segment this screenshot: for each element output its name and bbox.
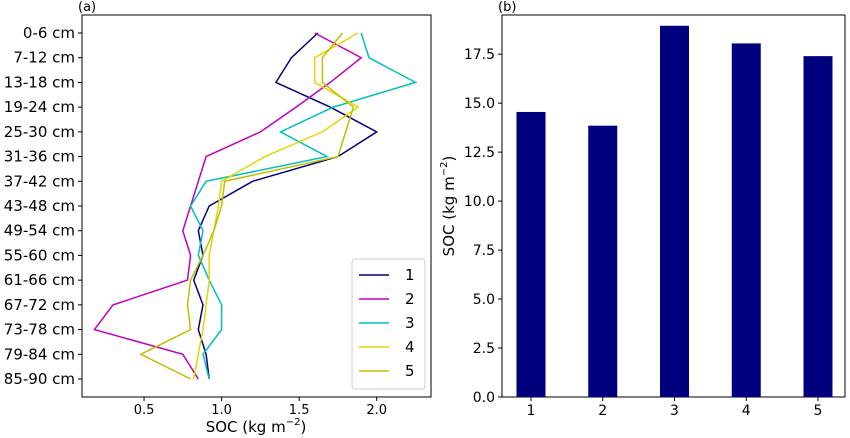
panel-a-label: (a)	[78, 0, 96, 15]
x-tick-label: 5	[814, 403, 823, 419]
x-tick-label: 1.5	[289, 403, 310, 418]
y-tick-label: 17.5	[464, 47, 495, 63]
bar-1	[516, 111, 546, 397]
legend-label-3: 3	[405, 314, 415, 332]
panel-b-y-axis-label: SOC (kg m−2)	[439, 156, 458, 257]
y-tick-label: 79-84 cm	[4, 345, 75, 363]
bar-5	[803, 56, 833, 398]
legend-entries: 1 2 3 4 5	[359, 266, 415, 380]
series-line-5	[139, 32, 355, 380]
y-tick-label: 67-72 cm	[4, 296, 75, 314]
y-tick-label: 85-90 cm	[4, 370, 75, 388]
panel-a-x-axis-label: SOC (kg m−2)	[206, 417, 307, 436]
series-line-3	[189, 32, 418, 380]
y-tick-label: 61-66 cm	[4, 271, 75, 289]
x-tick-label: 4	[742, 403, 751, 419]
x-tick-label: 1.0	[211, 403, 232, 418]
panel-b-x-ticks: 1 2 3 4 5	[527, 397, 823, 419]
y-tick-label: 7.5	[473, 243, 495, 259]
x-tick-label: 1	[527, 403, 536, 419]
legend-label-1: 1	[405, 266, 415, 284]
series-line-4	[192, 32, 360, 380]
legend-frame	[351, 258, 426, 390]
panel-a-legend: 1 2 3 4 5	[351, 258, 426, 390]
y-tick-label: 0.0	[473, 390, 495, 406]
y-tick-label: 2.5	[473, 341, 495, 357]
bar-3	[660, 25, 689, 398]
panel-a: (a) 0-6 cm 7-12 cm 13-18 cm 19-24 cm 25-30 c…	[4, 0, 432, 436]
y-tick-label: 15.0	[464, 96, 495, 112]
y-tick-label: 13-18 cm	[4, 73, 75, 91]
y-tick-label: 19-24 cm	[4, 98, 75, 116]
y-tick-label: 12.5	[464, 145, 495, 161]
y-tick-label: 49-54 cm	[4, 222, 75, 240]
bar-4	[731, 43, 761, 398]
panel-b: (b) 0.0 2.5 5.0 7.5 10.0 12.5 15.0 17.5 1 2 3 4 5 S…	[439, 0, 846, 419]
x-tick-label: 3	[670, 403, 679, 419]
y-tick-label: 31-36 cm	[4, 148, 75, 166]
y-tick-label: 10.0	[464, 194, 495, 210]
panel-a-x-ticks: 0.5 1.0 1.5 2.0	[134, 397, 387, 418]
x-tick-label: 2	[598, 403, 607, 419]
y-tick-label: 25-30 cm	[4, 123, 75, 141]
panel-b-y-ticks: 0.0 2.5 5.0 7.5 10.0 12.5 15.0 17.5	[464, 47, 502, 406]
legend-label-5: 5	[405, 362, 415, 380]
y-tick-label: 55-60 cm	[4, 246, 75, 264]
y-tick-label: 37-42 cm	[4, 172, 75, 190]
y-tick-label: 43-48 cm	[4, 197, 75, 215]
panel-a-y-ticks: 0-6 cm 7-12 cm 13-18 cm 19-24 cm 25-30 cm 31-…	[4, 24, 82, 388]
y-tick-label: 7-12 cm	[13, 49, 75, 67]
x-tick-label: 0.5	[134, 403, 155, 418]
y-tick-label: 5.0	[473, 292, 495, 308]
y-tick-label: 0-6 cm	[23, 24, 75, 42]
legend-label-4: 4	[405, 338, 415, 356]
panel-a-series-lines	[93, 32, 418, 380]
x-tick-label: 2.0	[366, 403, 387, 418]
panel-b-label: (b)	[498, 0, 516, 15]
bar-2	[588, 125, 618, 397]
series-line-1	[192, 32, 379, 380]
legend-label-2: 2	[405, 290, 415, 308]
y-tick-label: 73-78 cm	[4, 321, 75, 339]
panel-b-bars	[516, 25, 833, 398]
